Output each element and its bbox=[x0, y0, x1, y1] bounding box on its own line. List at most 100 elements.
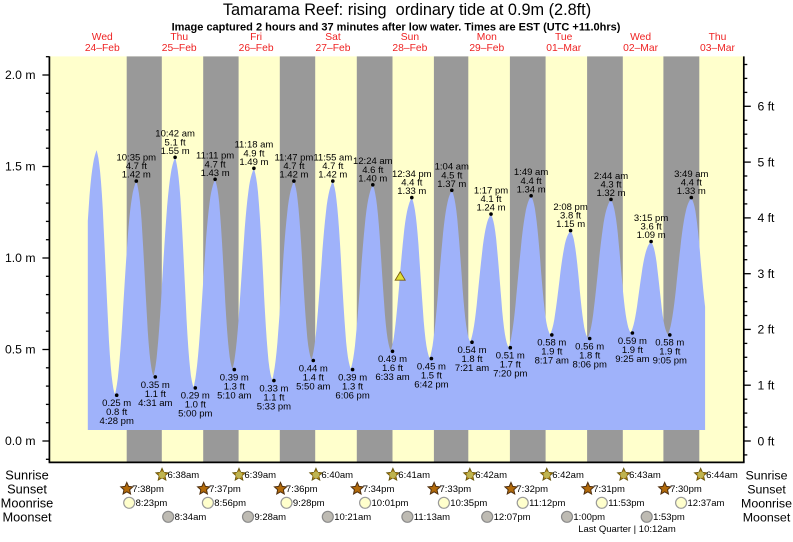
svg-text:4.7 ft: 4.7 ft bbox=[322, 161, 343, 172]
svg-text:10:35 pm: 10:35 pm bbox=[116, 153, 156, 164]
svg-text:Wed: Wed bbox=[92, 32, 113, 43]
svg-text:2 ft: 2 ft bbox=[758, 323, 776, 337]
svg-text:12:34 pm: 12:34 pm bbox=[392, 169, 432, 180]
svg-text:4.4 ft: 4.4 ft bbox=[681, 178, 702, 189]
svg-text:1.5 ft: 1.5 ft bbox=[421, 370, 442, 381]
svg-text:4:31 am: 4:31 am bbox=[138, 398, 172, 409]
svg-text:1.43 m: 1.43 m bbox=[201, 168, 230, 179]
svg-text:7:36pm: 7:36pm bbox=[286, 484, 318, 495]
svg-text:8:23pm: 8:23pm bbox=[136, 498, 168, 509]
svg-text:6:06 pm: 6:06 pm bbox=[335, 390, 369, 401]
svg-text:1:04 am: 1:04 am bbox=[435, 162, 469, 173]
svg-text:7:33pm: 7:33pm bbox=[440, 484, 472, 495]
svg-text:1.8 ft: 1.8 ft bbox=[579, 350, 600, 361]
svg-text:8:17 am: 8:17 am bbox=[535, 356, 569, 367]
svg-text:10:35pm: 10:35pm bbox=[450, 498, 487, 509]
svg-text:1 ft: 1 ft bbox=[758, 379, 776, 393]
svg-text:9:28am: 9:28am bbox=[254, 512, 286, 523]
svg-text:11:18 am: 11:18 am bbox=[234, 140, 273, 151]
svg-text:4.5 ft: 4.5 ft bbox=[441, 170, 462, 181]
svg-text:4.7 ft: 4.7 ft bbox=[205, 159, 226, 170]
svg-text:0.25 m: 0.25 m bbox=[102, 398, 131, 409]
svg-text:Moonrise: Moonrise bbox=[741, 496, 792, 510]
svg-text:Sun: Sun bbox=[401, 32, 420, 43]
svg-text:7:38pm: 7:38pm bbox=[132, 484, 164, 495]
svg-text:4.7 ft: 4.7 ft bbox=[126, 161, 147, 172]
svg-text:0.58 m: 0.58 m bbox=[655, 338, 684, 349]
svg-text:7:21 am: 7:21 am bbox=[455, 363, 489, 374]
svg-text:Moonset: Moonset bbox=[743, 510, 791, 524]
svg-text:4.9 ft: 4.9 ft bbox=[243, 148, 264, 159]
svg-text:6:43am: 6:43am bbox=[629, 470, 661, 481]
svg-text:8:56pm: 8:56pm bbox=[214, 498, 246, 509]
svg-text:0.49 m: 0.49 m bbox=[378, 354, 407, 365]
svg-text:6:33 am: 6:33 am bbox=[375, 372, 409, 383]
svg-text:0.8 ft: 0.8 ft bbox=[106, 407, 127, 418]
svg-text:Sat: Sat bbox=[325, 32, 341, 43]
svg-text:1.33 m: 1.33 m bbox=[397, 186, 426, 197]
svg-text:3 ft: 3 ft bbox=[758, 267, 776, 281]
svg-text:25–Feb: 25–Feb bbox=[162, 43, 197, 54]
svg-text:6:38am: 6:38am bbox=[168, 470, 200, 481]
svg-text:Moonrise: Moonrise bbox=[1, 495, 54, 510]
svg-text:11:12pm: 11:12pm bbox=[529, 498, 565, 509]
svg-text:Last Quarter | 10:12am: Last Quarter | 10:12am bbox=[578, 524, 676, 535]
svg-text:0.44 m: 0.44 m bbox=[299, 363, 328, 374]
svg-text:03–Mar: 03–Mar bbox=[700, 43, 735, 54]
svg-text:6:41am: 6:41am bbox=[398, 470, 430, 481]
svg-text:0.59 m: 0.59 m bbox=[618, 336, 647, 347]
svg-text:2:44 am: 2:44 am bbox=[594, 171, 628, 182]
svg-text:1.9 ft: 1.9 ft bbox=[622, 345, 643, 356]
svg-text:1.3 ft: 1.3 ft bbox=[224, 381, 245, 392]
svg-text:9:05 pm: 9:05 pm bbox=[653, 356, 687, 367]
svg-text:8:34am: 8:34am bbox=[175, 512, 207, 523]
svg-text:1.8 ft: 1.8 ft bbox=[461, 354, 482, 365]
svg-text:1:00pm: 1:00pm bbox=[573, 512, 605, 523]
svg-text:6:39am: 6:39am bbox=[244, 470, 276, 481]
svg-text:Sunrise: Sunrise bbox=[745, 468, 787, 482]
svg-text:Tue: Tue bbox=[555, 32, 573, 43]
svg-text:0.58 m: 0.58 m bbox=[537, 338, 566, 349]
svg-text:3.6 ft: 3.6 ft bbox=[641, 222, 662, 233]
svg-text:Mon: Mon bbox=[477, 32, 497, 43]
svg-text:2:08 pm: 2:08 pm bbox=[553, 202, 587, 213]
svg-text:6:40am: 6:40am bbox=[321, 470, 353, 481]
svg-text:1.6 ft: 1.6 ft bbox=[382, 363, 403, 374]
svg-text:7:30pm: 7:30pm bbox=[670, 484, 702, 495]
svg-text:2.0 m: 2.0 m bbox=[5, 68, 35, 82]
svg-text:1.32 m: 1.32 m bbox=[596, 188, 625, 199]
svg-text:1:53pm: 1:53pm bbox=[653, 512, 685, 523]
svg-text:1:49 am: 1:49 am bbox=[514, 167, 548, 178]
svg-text:1.34 m: 1.34 m bbox=[517, 184, 546, 195]
svg-text:1.33 m: 1.33 m bbox=[677, 186, 706, 197]
svg-text:5:00 pm: 5:00 pm bbox=[178, 409, 212, 420]
svg-text:5:50 am: 5:50 am bbox=[296, 381, 330, 392]
svg-text:1.49 m: 1.49 m bbox=[239, 157, 268, 168]
svg-text:4:28 pm: 4:28 pm bbox=[100, 416, 134, 427]
svg-text:12:24 am: 12:24 am bbox=[353, 156, 393, 167]
svg-text:Image captured 2 hours and 37: Image captured 2 hours and 37 minutes af… bbox=[172, 22, 621, 34]
svg-text:4.6 ft: 4.6 ft bbox=[362, 165, 383, 176]
svg-text:24–Feb: 24–Feb bbox=[85, 43, 120, 54]
svg-text:1.0 ft: 1.0 ft bbox=[185, 400, 206, 411]
svg-text:0.56 m: 0.56 m bbox=[575, 341, 604, 352]
svg-text:4.4 ft: 4.4 ft bbox=[401, 178, 422, 189]
svg-text:6:42am: 6:42am bbox=[475, 470, 507, 481]
svg-text:1.9 ft: 1.9 ft bbox=[541, 347, 562, 358]
svg-text:Thu: Thu bbox=[709, 32, 727, 43]
svg-text:4.1 ft: 4.1 ft bbox=[480, 194, 501, 205]
svg-text:0.5 m: 0.5 m bbox=[5, 342, 35, 356]
svg-text:3:15 pm: 3:15 pm bbox=[634, 213, 668, 224]
svg-text:1.42 m: 1.42 m bbox=[122, 170, 151, 181]
svg-text:Wed: Wed bbox=[630, 32, 651, 43]
svg-text:9:25 am: 9:25 am bbox=[615, 354, 649, 365]
svg-text:7:31pm: 7:31pm bbox=[593, 484, 625, 495]
svg-text:1.15 m: 1.15 m bbox=[556, 219, 585, 230]
svg-text:0 ft: 0 ft bbox=[758, 434, 776, 448]
svg-text:0.39 m: 0.39 m bbox=[220, 372, 249, 383]
svg-text:1.24 m: 1.24 m bbox=[476, 203, 505, 214]
svg-text:4.3 ft: 4.3 ft bbox=[600, 179, 621, 190]
svg-text:10:01pm: 10:01pm bbox=[372, 498, 409, 509]
svg-text:1.3 ft: 1.3 ft bbox=[342, 381, 363, 392]
svg-text:6 ft: 6 ft bbox=[758, 100, 776, 114]
